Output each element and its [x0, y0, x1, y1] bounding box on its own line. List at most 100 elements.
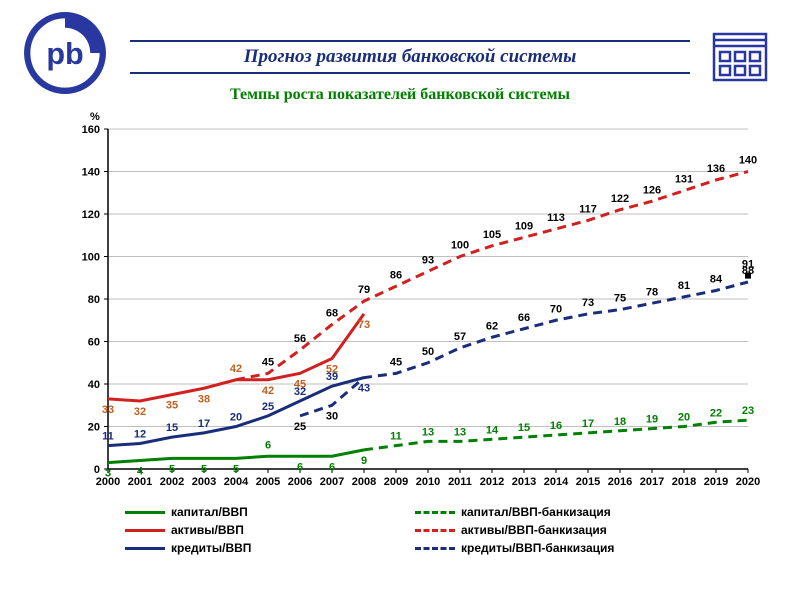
svg-text:4: 4 [137, 466, 144, 478]
svg-text:6: 6 [297, 461, 303, 473]
legend-label: капитал/ВВП [171, 505, 248, 519]
legend-item: кредиты/ВВП [125, 541, 385, 555]
svg-text:39: 39 [326, 371, 338, 383]
svg-text:22: 22 [710, 407, 722, 419]
svg-text:2015: 2015 [576, 476, 600, 488]
svg-text:2005: 2005 [256, 476, 280, 488]
svg-text:2014: 2014 [544, 476, 569, 488]
svg-text:120: 120 [82, 209, 100, 221]
legend-item: капитал/ВВП-банкизация [415, 505, 675, 519]
svg-text:122: 122 [611, 193, 629, 205]
svg-text:2004: 2004 [224, 476, 249, 488]
svg-text:2018: 2018 [672, 476, 696, 488]
svg-text:80: 80 [88, 294, 100, 306]
legend-swatch [125, 547, 165, 550]
svg-text:15: 15 [166, 422, 178, 434]
svg-text:11: 11 [102, 431, 114, 443]
svg-text:3: 3 [105, 468, 111, 480]
svg-text:12: 12 [134, 429, 146, 441]
svg-text:2003: 2003 [192, 476, 216, 488]
svg-text:140: 140 [739, 155, 757, 167]
svg-text:20: 20 [230, 412, 242, 424]
svg-text:25: 25 [294, 421, 306, 433]
svg-text:86: 86 [390, 269, 402, 281]
legend-label: кредиты/ВВП [171, 541, 251, 555]
svg-text:33: 33 [102, 404, 114, 416]
svg-text:160: 160 [82, 124, 100, 136]
svg-text:42: 42 [262, 385, 274, 397]
svg-text:75: 75 [614, 293, 626, 305]
svg-text:9: 9 [361, 455, 367, 467]
svg-text:2019: 2019 [704, 476, 728, 488]
svg-text:35: 35 [166, 400, 178, 412]
pb-logo: pb [20, 8, 110, 98]
svg-text:23: 23 [742, 405, 754, 417]
svg-text:73: 73 [582, 297, 594, 309]
legend-swatch [125, 511, 165, 514]
svg-text:15: 15 [518, 422, 530, 434]
svg-text:32: 32 [294, 386, 306, 398]
svg-text:100: 100 [451, 240, 469, 252]
svg-text:84: 84 [710, 274, 723, 286]
svg-text:93: 93 [422, 254, 434, 266]
svg-text:40: 40 [88, 379, 100, 391]
svg-text:136: 136 [707, 163, 725, 175]
legend-label: активы/ВВП-банкизация [461, 523, 607, 537]
svg-text:38: 38 [198, 393, 210, 405]
legend-swatch [415, 547, 455, 550]
svg-text:56: 56 [294, 333, 306, 345]
svg-text:0: 0 [94, 464, 100, 476]
svg-text:68: 68 [326, 308, 338, 320]
svg-text:11: 11 [390, 431, 402, 443]
svg-text:2009: 2009 [384, 476, 408, 488]
svg-text:2006: 2006 [288, 476, 312, 488]
svg-text:16: 16 [550, 420, 562, 432]
svg-text:131: 131 [675, 174, 693, 186]
svg-text:30: 30 [326, 410, 338, 422]
svg-text:73: 73 [358, 319, 370, 331]
svg-text:2010: 2010 [416, 476, 440, 488]
svg-text:25: 25 [262, 401, 274, 413]
building-icon [710, 28, 770, 83]
legend-label: кредиты/ВВП-банкизация [461, 541, 614, 555]
y-axis-unit: % [90, 111, 100, 123]
svg-text:2001: 2001 [128, 476, 152, 488]
svg-text:57: 57 [454, 331, 466, 343]
svg-text:50: 50 [422, 346, 434, 358]
svg-text:100: 100 [82, 252, 100, 264]
svg-text:5: 5 [201, 463, 207, 475]
svg-text:2011: 2011 [448, 476, 472, 488]
svg-text:43: 43 [358, 383, 370, 395]
legend-label: активы/ВВП [171, 523, 244, 537]
legend-item: кредиты/ВВП-банкизация [415, 541, 675, 555]
svg-text:45: 45 [390, 356, 402, 368]
svg-text:20: 20 [88, 422, 100, 434]
svg-text:117: 117 [579, 203, 597, 215]
svg-text:6: 6 [265, 439, 271, 451]
svg-text:70: 70 [550, 303, 562, 315]
legend-label: капитал/ВВП-банкизация [461, 505, 611, 519]
legend-swatch [415, 511, 455, 514]
svg-text:62: 62 [486, 320, 498, 332]
svg-text:81: 81 [678, 280, 690, 292]
svg-text:42: 42 [230, 363, 242, 375]
svg-text:2012: 2012 [480, 476, 504, 488]
svg-text:14: 14 [486, 424, 499, 436]
svg-text:105: 105 [483, 229, 501, 241]
svg-text:17: 17 [198, 418, 210, 430]
svg-text:140: 140 [82, 167, 100, 179]
svg-text:5: 5 [233, 463, 239, 475]
svg-text:2008: 2008 [352, 476, 376, 488]
svg-text:17: 17 [582, 418, 594, 430]
legend-item: активы/ВВП [125, 523, 385, 537]
legend-swatch [125, 529, 165, 532]
svg-text:66: 66 [518, 312, 530, 324]
svg-text:32: 32 [134, 406, 146, 418]
title-bar: Прогноз развития банковской системы [130, 40, 690, 74]
chart-area: % 02040608010012014016020002001200220032… [60, 119, 760, 499]
legend-item: активы/ВВП-банкизация [415, 523, 675, 537]
svg-text:pb: pb [46, 37, 83, 71]
svg-text:13: 13 [422, 426, 434, 438]
line-chart: 0204060801001201401602000200120022003200… [60, 119, 760, 499]
svg-text:2013: 2013 [512, 476, 536, 488]
